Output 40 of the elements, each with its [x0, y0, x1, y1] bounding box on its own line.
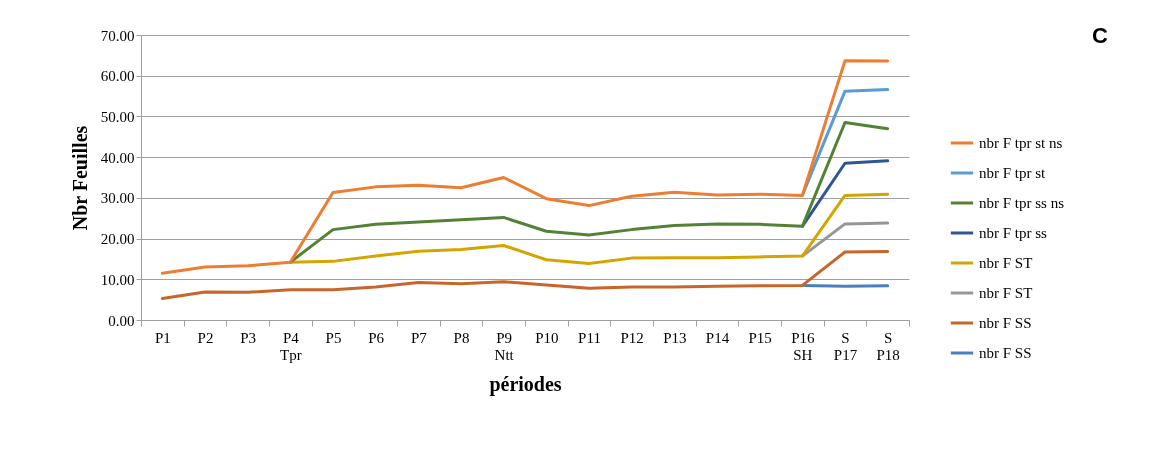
x-tick-label: P11 — [578, 329, 601, 346]
x-tick-label: P6 — [368, 329, 385, 346]
x-axis-title: périodes — [489, 372, 562, 396]
x-tick-label: P2 — [197, 329, 214, 346]
x-tick-label: P10 — [535, 329, 559, 346]
y-tick-label: 70.00 — [100, 27, 135, 44]
x-tick-label: P14 — [705, 329, 730, 346]
line-series — [160, 250, 890, 300]
x-tick-label: P1 — [154, 329, 171, 346]
x-tick-label: P13 — [663, 329, 687, 346]
legend-label: nbr F ST — [979, 285, 1033, 301]
x-tick-label: P3 — [240, 329, 257, 346]
legend-label: nbr F ST — [979, 255, 1033, 271]
x-tick-label: P12 — [620, 329, 644, 346]
y-tick-label: 60.00 — [100, 68, 135, 85]
x-tick-label: P15 — [748, 329, 772, 346]
legend-label: nbr F tpr st — [979, 165, 1047, 181]
x-tick-label: P16 SH — [791, 329, 815, 363]
x-tick-label: S P17 — [833, 329, 858, 363]
x-tick-label: S P18 — [876, 329, 900, 363]
text: C — [1092, 23, 1109, 48]
y-axis-title: Nbr Feuilles — [68, 125, 91, 231]
y-tick-label: 30.00 — [100, 190, 135, 207]
y-tick-label: 20.00 — [100, 231, 135, 248]
x-tick-label: P7 — [410, 329, 428, 346]
line-series — [160, 59, 890, 275]
legend-label: nbr F tpr ss — [979, 225, 1048, 241]
x-tick-label: P5 — [325, 329, 342, 346]
legend-label: nbr F tpr ss ns — [979, 195, 1065, 211]
x-tick-label: P9 Ntt — [494, 329, 515, 363]
x-tick-label: P4 Tpr — [280, 329, 302, 363]
y-tick-label: 0.00 — [108, 312, 135, 329]
legend-label: nbr F SS — [979, 345, 1032, 361]
legend-label: nbr F tpr st ns — [979, 135, 1063, 151]
line-series — [288, 192, 890, 265]
y-tick-label: 40.00 — [100, 149, 135, 166]
y-tick-label: 10.00 — [100, 271, 135, 288]
x-tick-label: P8 — [453, 329, 470, 346]
y-tick-label: 50.00 — [100, 108, 135, 125]
legend-label: nbr F SS — [979, 315, 1032, 331]
